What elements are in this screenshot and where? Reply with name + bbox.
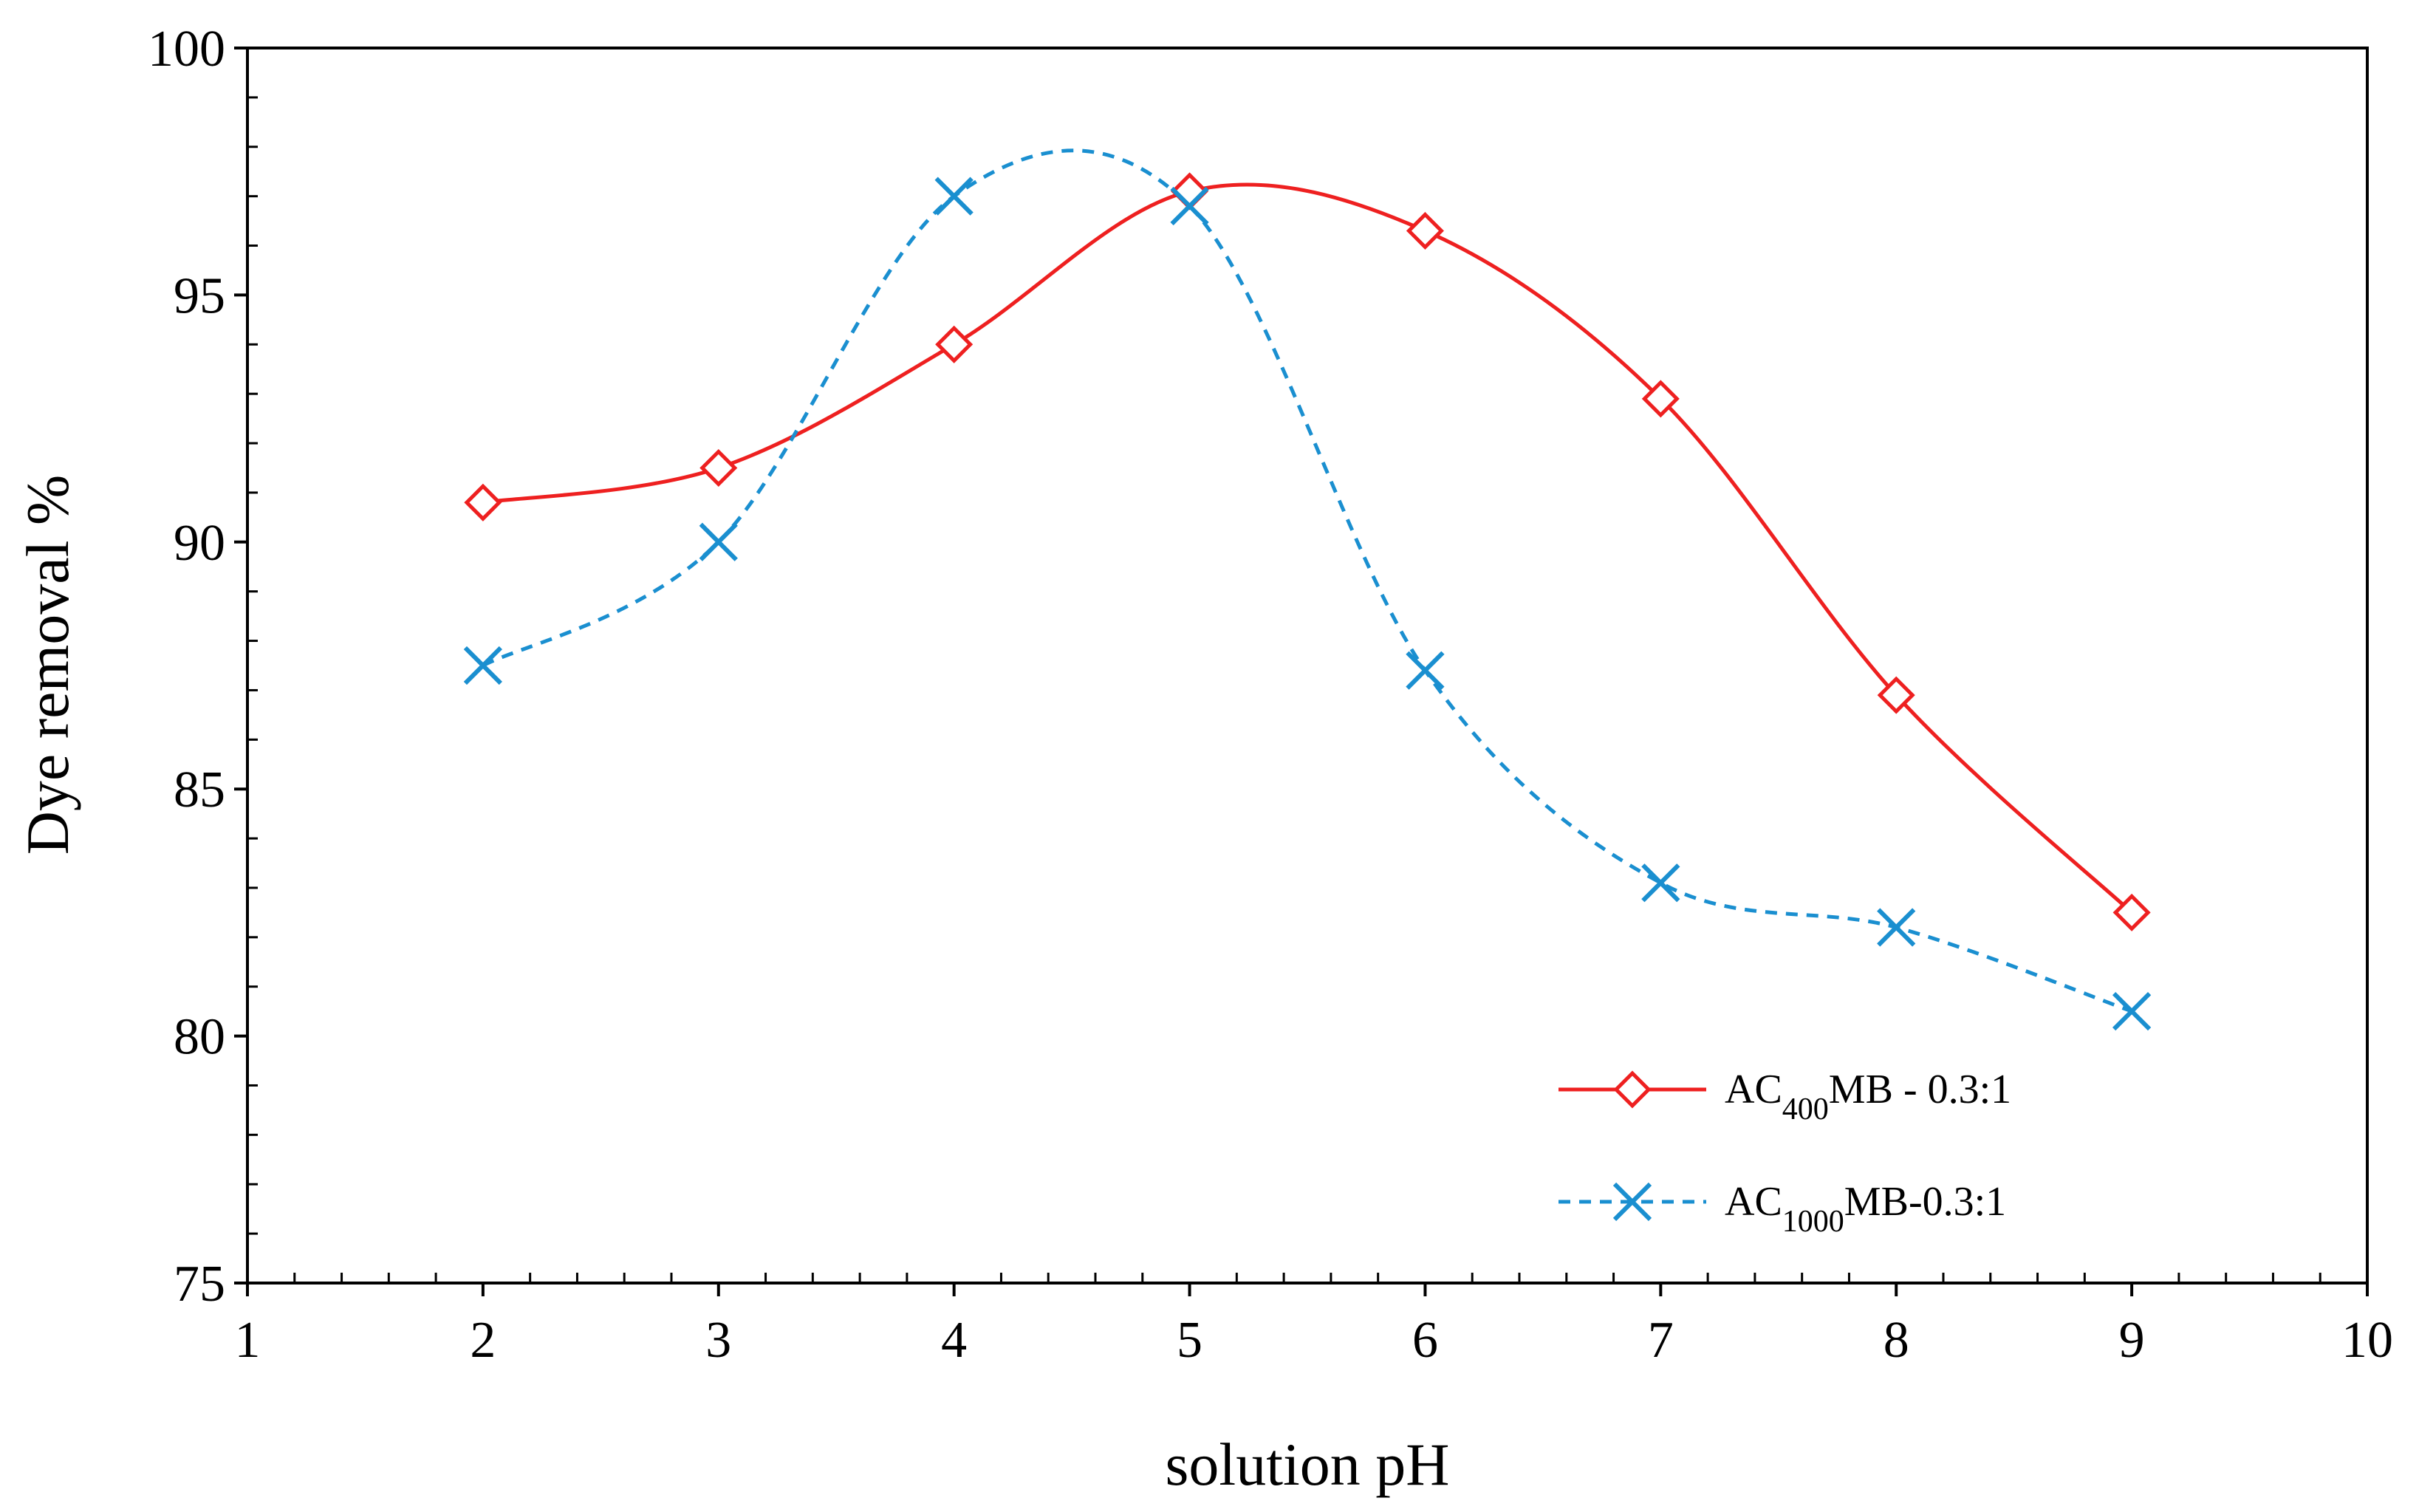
legend-item-ac1000: AC1000MB-0.3:1 [1559, 1179, 2006, 1239]
y-tick-label: 90 [174, 515, 225, 572]
series-layer [463, 148, 2152, 1031]
data-point-diamond [2112, 893, 2151, 931]
data-point-x [1641, 863, 1680, 903]
x-tick-label: 10 [2341, 1312, 2393, 1369]
data-point-x [699, 522, 738, 561]
y-tick-label: 80 [174, 1009, 225, 1066]
y-tick-label: 95 [174, 267, 225, 324]
data-point-x [1170, 186, 1209, 226]
data-point-diamond [935, 325, 974, 363]
series-line-1 [482, 148, 2132, 1013]
y-tick-label: 85 [174, 762, 225, 818]
data-point-x [1877, 908, 1916, 947]
x-axis-ticks: 1 2 3 4 5 6 7 8 9 10 [235, 1283, 2393, 1369]
data-point-diamond [699, 448, 738, 488]
data-point-diamond [1406, 211, 1444, 250]
x-tick-label: 8 [1883, 1312, 1909, 1369]
data-point-x [463, 646, 503, 685]
x-axis-title: solution pH [1166, 1431, 1450, 1498]
data-point-diamond [1877, 676, 1915, 714]
x-tick-label: 5 [1177, 1312, 1202, 1369]
data-point-x [934, 177, 974, 216]
series-line-0 [482, 182, 2133, 914]
data-point-x [2112, 992, 2152, 1031]
minor-ticks [247, 96, 2322, 1283]
legend: AC400MB - 0.3:1 AC1000MB-0.3:1 [1559, 1067, 2011, 1239]
x-tick-label: 7 [1648, 1312, 1674, 1369]
legend-label-ac1000: AC1000MB-0.3:1 [1725, 1179, 2006, 1239]
y-tick-label: 75 [174, 1256, 225, 1313]
data-point-diamond [1641, 380, 1680, 418]
legend-label-ac400: AC400MB - 0.3:1 [1725, 1067, 2011, 1126]
data-point-diamond [464, 483, 502, 521]
data-point-diamond [1171, 172, 1209, 211]
legend-marker-ac400 [1613, 1070, 1652, 1109]
x-tick-label: 2 [470, 1312, 496, 1369]
x-tick-label: 4 [941, 1312, 967, 1369]
y-tick-label: 100 [148, 21, 225, 78]
legend-marker-ac1000 [1612, 1182, 1652, 1222]
legend-item-ac400: AC400MB - 0.3:1 [1559, 1067, 2011, 1126]
x-tick-label: 6 [1412, 1312, 1438, 1369]
plot-frame [246, 47, 2369, 1284]
x-tick-label: 1 [235, 1312, 261, 1369]
y-axis-title: Dye removal % [14, 475, 81, 855]
data-point-x [1406, 651, 1445, 690]
y-axis-ticks: 75 80 85 90 95 100 [148, 21, 247, 1313]
x-tick-label: 3 [705, 1312, 731, 1369]
x-tick-label: 9 [2119, 1312, 2145, 1369]
